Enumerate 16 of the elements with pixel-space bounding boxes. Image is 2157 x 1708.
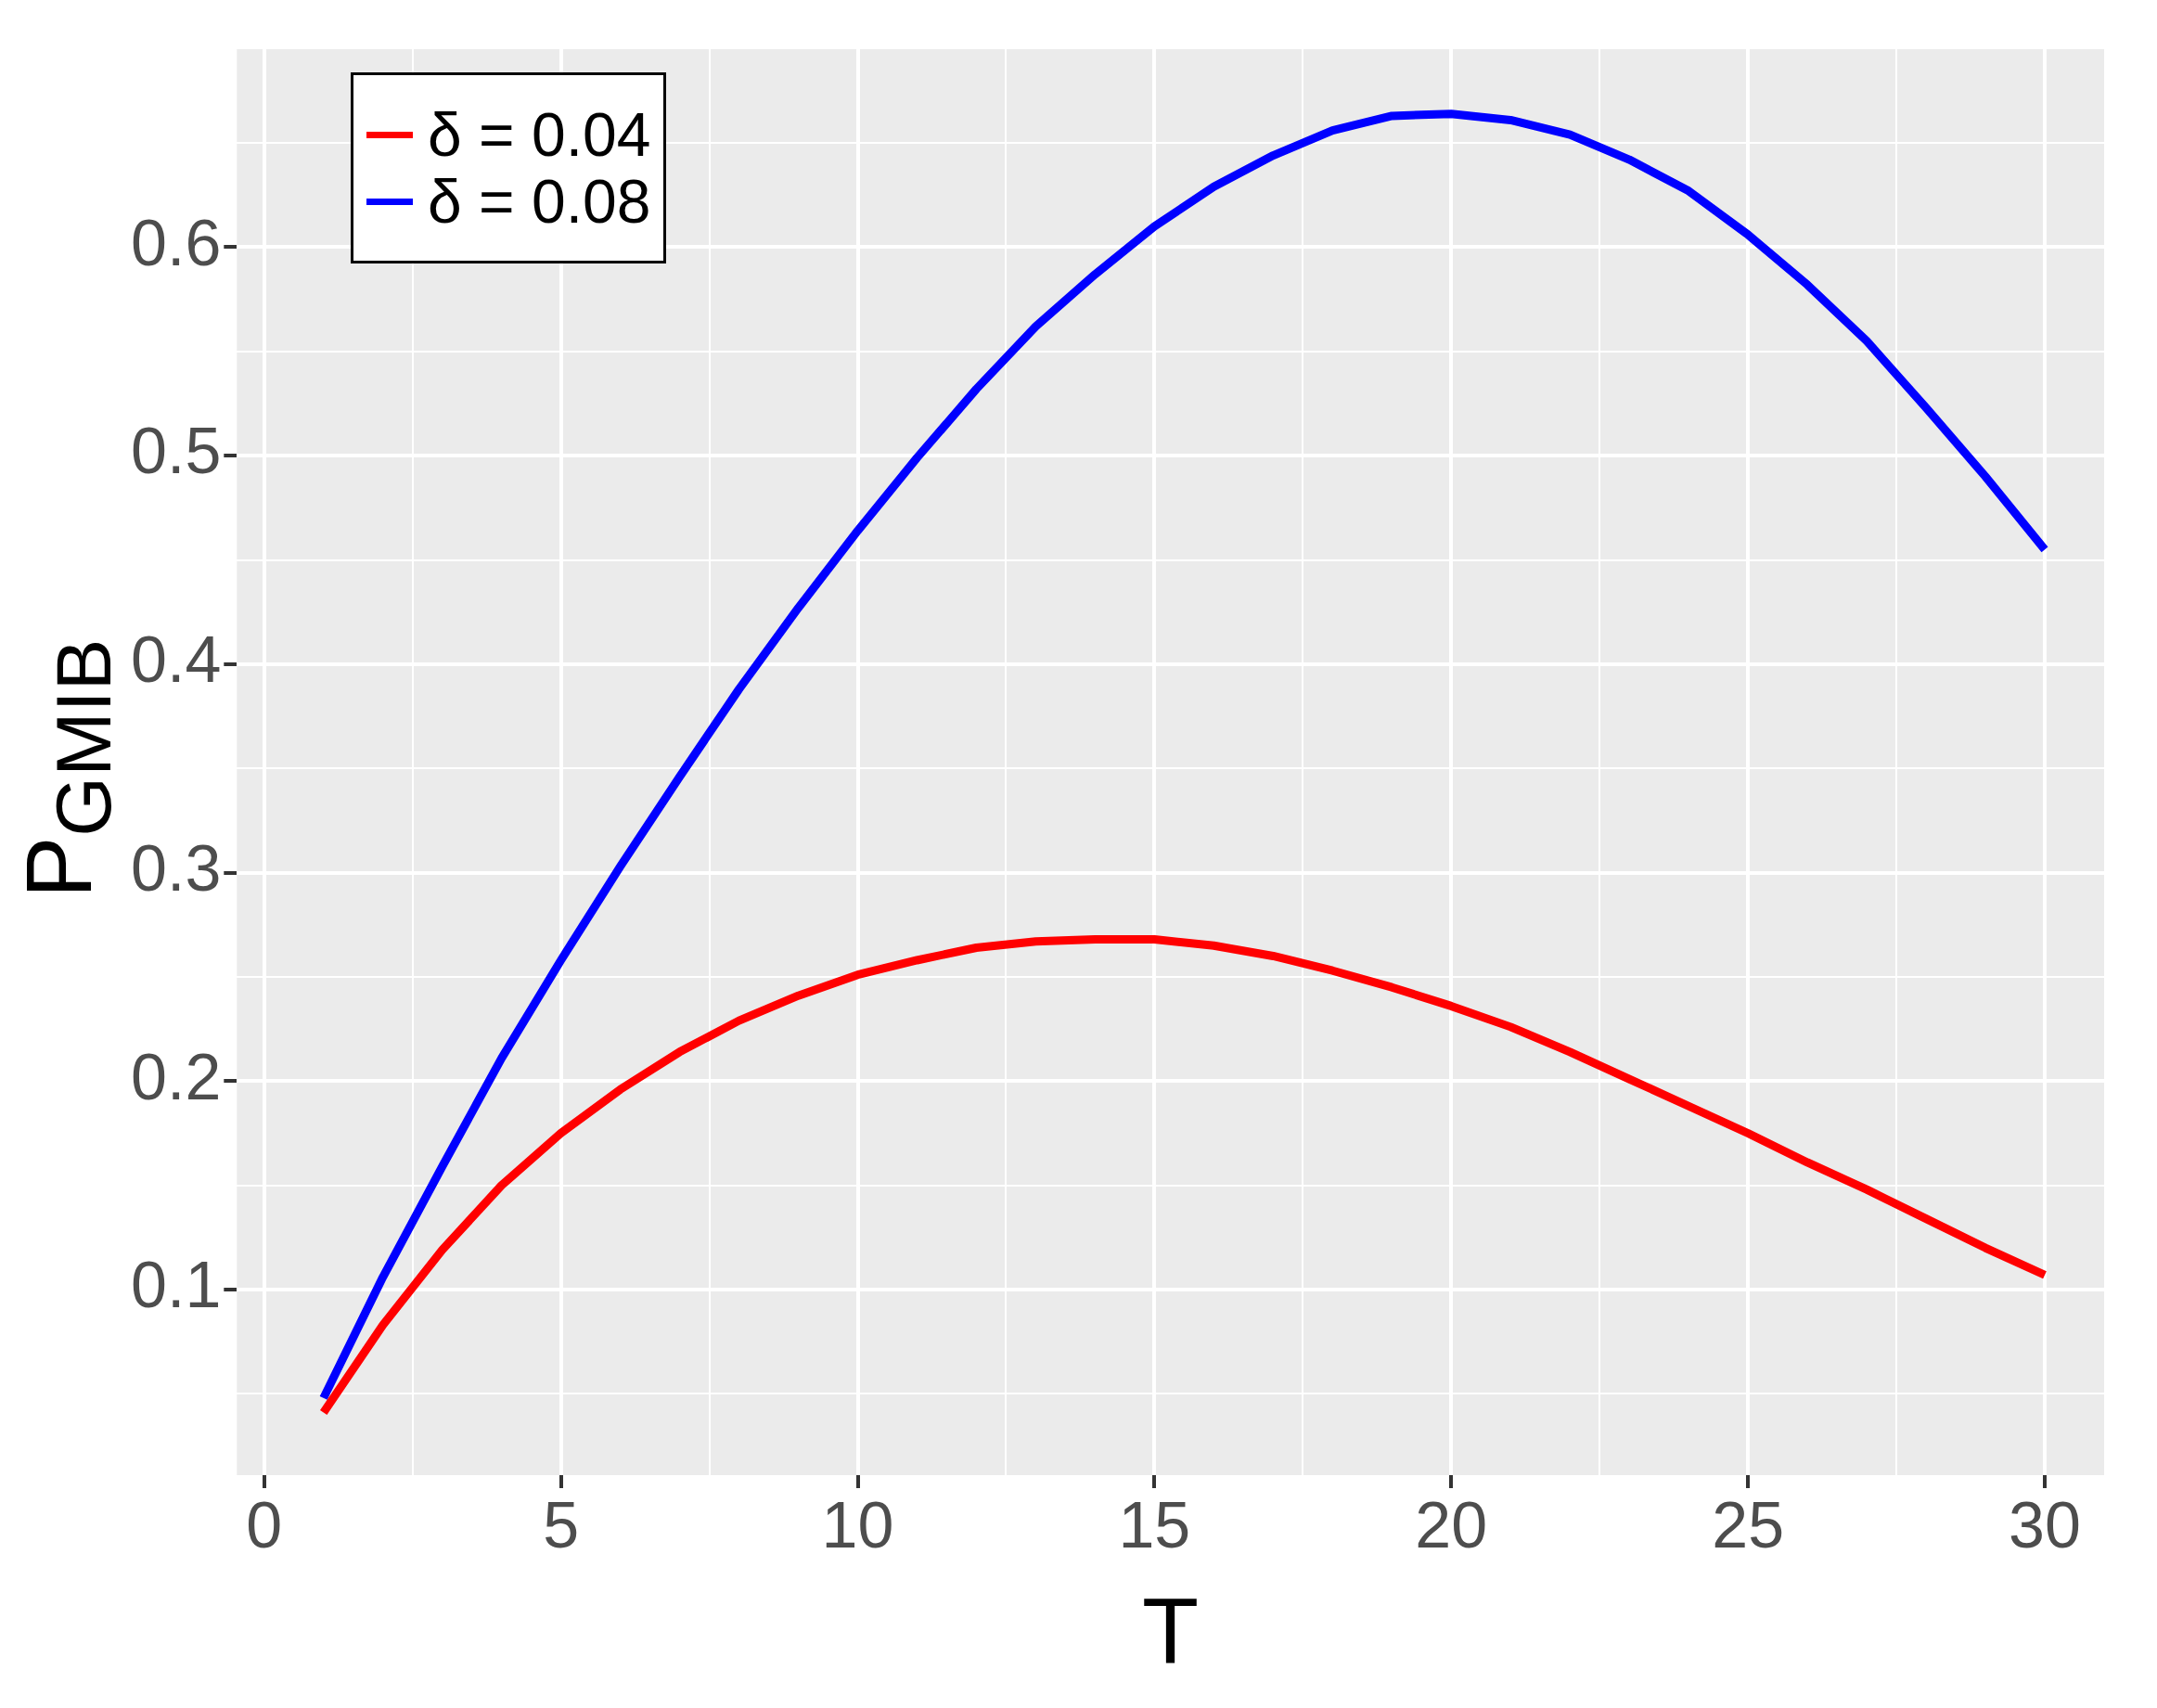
legend-label: δ = 0.04 [428, 100, 651, 169]
y-tick-label: 0.6 [131, 206, 222, 279]
x-axis-title: T [1142, 1577, 1200, 1682]
x-tick-label: 25 [1712, 1489, 1785, 1562]
x-tick-label: 30 [2009, 1489, 2081, 1562]
x-tick-label: 10 [821, 1489, 894, 1562]
legend-label: δ = 0.08 [428, 167, 651, 236]
y-tick-label: 0.4 [131, 623, 222, 697]
x-tick-label: 15 [1118, 1489, 1191, 1562]
x-tick-label: 0 [246, 1489, 283, 1562]
y-tick-label: 0.2 [131, 1040, 222, 1113]
x-tick-label: 5 [543, 1489, 580, 1562]
y-tick-label: 0.5 [131, 415, 222, 488]
y-tick-label: 0.3 [131, 831, 222, 905]
y-tick-label: 0.1 [131, 1249, 222, 1322]
x-tick-label: 20 [1415, 1489, 1488, 1562]
